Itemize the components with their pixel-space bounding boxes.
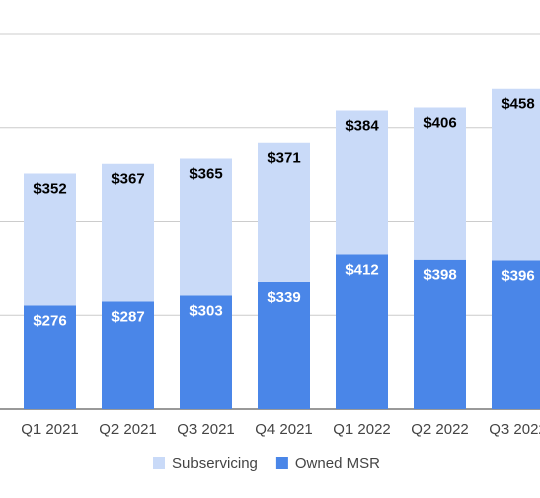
data-label: $352 xyxy=(33,180,66,197)
x-tick-label: Q3 2022 xyxy=(489,421,540,438)
data-label: $276 xyxy=(33,312,66,329)
legend-label: Owned MSR xyxy=(295,455,380,472)
bar-segment xyxy=(102,163,154,302)
legend-swatch xyxy=(275,457,288,469)
data-label: $303 xyxy=(189,302,222,319)
data-label: $398 xyxy=(423,267,456,284)
x-tick-label: Q2 2021 xyxy=(99,421,157,438)
bar-segment xyxy=(24,305,76,409)
x-tick-label: Q4 2021 xyxy=(255,421,313,438)
bar-segment xyxy=(180,295,232,409)
data-label: $384 xyxy=(345,117,379,134)
bar-segment xyxy=(336,254,388,409)
bar-segment xyxy=(492,88,540,261)
legend-swatch xyxy=(153,457,165,469)
bar-segment xyxy=(414,259,466,409)
data-label: $458 xyxy=(501,96,534,113)
data-label: $365 xyxy=(189,165,222,182)
data-label: $412 xyxy=(345,261,378,278)
bar-segment xyxy=(336,110,388,255)
x-tick-label: Q1 2022 xyxy=(333,421,391,438)
bar-segment xyxy=(180,158,232,296)
data-label: $406 xyxy=(423,114,456,131)
data-label: $367 xyxy=(111,171,144,188)
x-tick-label: Q3 2021 xyxy=(177,421,235,438)
bar-segment xyxy=(258,281,310,409)
data-label: $396 xyxy=(501,267,534,284)
legend-label: Subservicing xyxy=(172,455,258,472)
x-tick-label: Q1 2021 xyxy=(21,421,79,438)
data-label: $371 xyxy=(267,150,300,167)
bar-segment xyxy=(258,142,310,282)
bar-segment xyxy=(102,301,154,409)
bar-segment xyxy=(492,260,540,409)
x-tick-label: Q2 2022 xyxy=(411,421,469,438)
data-label: $339 xyxy=(267,289,300,306)
bar-segment xyxy=(24,173,76,306)
data-label: $287 xyxy=(111,308,144,325)
bar-segment xyxy=(414,107,466,260)
